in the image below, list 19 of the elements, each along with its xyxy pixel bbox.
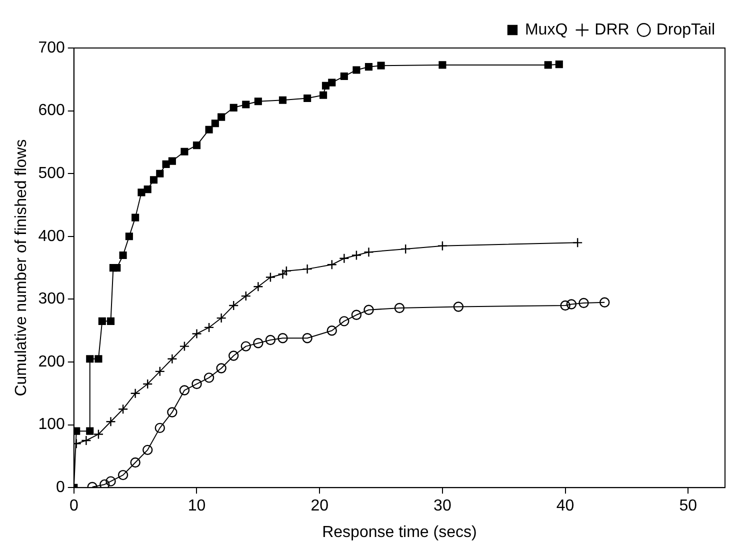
legend-label: DRR — [594, 21, 630, 38]
y-tick-label: 300 — [38, 290, 65, 308]
legend-label: DropTail — [656, 21, 715, 38]
x-tick-label: 20 — [310, 498, 329, 515]
y-tick-label: 700 — [38, 39, 65, 56]
legend-label: MuxQ — [524, 21, 568, 38]
y-tick-label: 500 — [38, 165, 65, 182]
y-tick-label: 200 — [38, 353, 65, 370]
y-tick-label: 600 — [38, 102, 65, 120]
x-tick-label: 40 — [556, 498, 574, 515]
x-tick-label: 0 — [69, 498, 78, 515]
y-tick-label: 0 — [56, 479, 65, 496]
y-axis-title: Cumulative number of finished flows — [13, 139, 30, 396]
x-tick-label: 10 — [188, 498, 206, 515]
y-tick-label: 100 — [38, 416, 65, 434]
x-axis-title: Response time (secs) — [322, 524, 477, 541]
y-tick-label: 400 — [38, 228, 65, 245]
x-tick-label: 30 — [434, 498, 452, 515]
x-tick-label: 50 — [679, 498, 698, 515]
